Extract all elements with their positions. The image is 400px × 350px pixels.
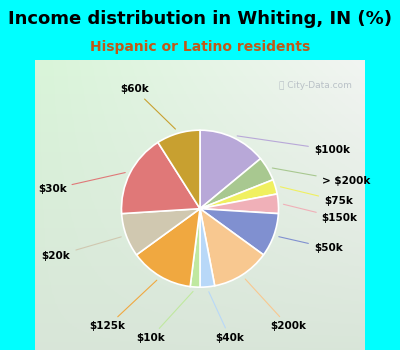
Text: $10k: $10k [136, 292, 193, 343]
Text: $125k: $125k [90, 280, 157, 331]
Wedge shape [200, 159, 273, 209]
Text: ⓘ City-Data.com: ⓘ City-Data.com [278, 81, 351, 90]
Text: $150k: $150k [284, 204, 358, 223]
Text: Hispanic or Latino residents: Hispanic or Latino residents [90, 40, 310, 54]
Wedge shape [200, 180, 277, 209]
Text: Income distribution in Whiting, IN (%): Income distribution in Whiting, IN (%) [8, 10, 392, 28]
Text: $30k: $30k [38, 173, 125, 194]
Wedge shape [136, 209, 200, 287]
Text: $50k: $50k [279, 237, 342, 253]
Wedge shape [190, 209, 200, 287]
Wedge shape [200, 209, 278, 255]
Text: $40k: $40k [209, 292, 244, 343]
Text: $20k: $20k [42, 237, 121, 261]
Text: $200k: $200k [245, 279, 307, 331]
Wedge shape [158, 130, 200, 209]
Wedge shape [200, 194, 278, 214]
Text: $60k: $60k [120, 84, 176, 129]
Wedge shape [200, 209, 264, 286]
Wedge shape [122, 209, 200, 255]
Wedge shape [200, 130, 260, 209]
Wedge shape [122, 142, 200, 214]
Text: > $200k: > $200k [272, 168, 370, 186]
Text: $100k: $100k [237, 136, 350, 155]
Wedge shape [200, 209, 215, 287]
Text: $75k: $75k [280, 187, 353, 206]
